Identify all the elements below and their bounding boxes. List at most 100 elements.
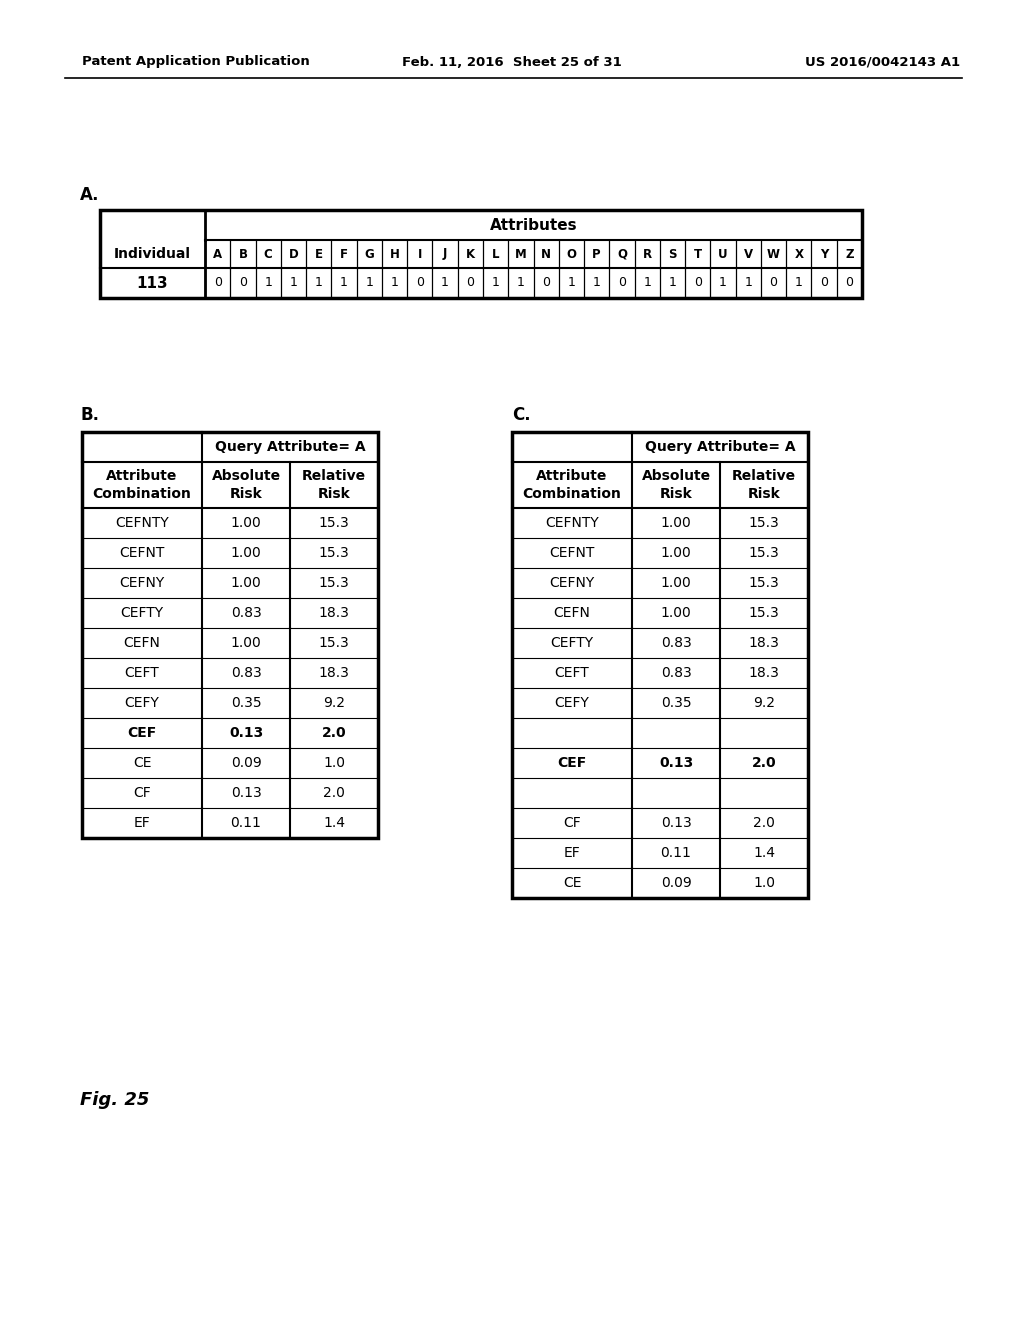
Text: 1: 1 — [795, 276, 803, 289]
Text: 1: 1 — [744, 276, 753, 289]
Text: Attribute
Combination: Attribute Combination — [522, 470, 622, 500]
Text: 0: 0 — [416, 276, 424, 289]
Text: K: K — [466, 248, 475, 260]
Text: T: T — [693, 248, 701, 260]
Text: 0: 0 — [770, 276, 777, 289]
Text: EF: EF — [563, 846, 581, 861]
Text: 1: 1 — [719, 276, 727, 289]
Text: 0.13: 0.13 — [229, 726, 263, 741]
Text: CEFY: CEFY — [555, 696, 590, 710]
Text: B.: B. — [80, 407, 99, 424]
Text: CEFTY: CEFTY — [551, 636, 594, 649]
Text: Query Attribute= A: Query Attribute= A — [215, 440, 366, 454]
Text: 18.3: 18.3 — [318, 667, 349, 680]
Text: O: O — [566, 248, 577, 260]
Text: 0.09: 0.09 — [230, 756, 261, 770]
Text: L: L — [492, 248, 500, 260]
Text: D: D — [289, 248, 298, 260]
Text: CEFNY: CEFNY — [120, 576, 165, 590]
Text: 0.13: 0.13 — [230, 785, 261, 800]
Text: E: E — [314, 248, 323, 260]
Text: 1.00: 1.00 — [660, 516, 691, 531]
Text: 0.13: 0.13 — [660, 816, 691, 830]
Text: 1: 1 — [643, 276, 651, 289]
Text: 1: 1 — [264, 276, 272, 289]
Text: 9.2: 9.2 — [323, 696, 345, 710]
Text: B: B — [239, 248, 248, 260]
Text: C: C — [264, 248, 272, 260]
Text: J: J — [442, 248, 447, 260]
Text: R: R — [643, 248, 651, 260]
Text: CEF: CEF — [127, 726, 157, 741]
Text: Z: Z — [845, 248, 854, 260]
Text: 0.83: 0.83 — [660, 636, 691, 649]
Text: C.: C. — [512, 407, 530, 424]
Text: Q: Q — [616, 248, 627, 260]
Text: 1: 1 — [390, 276, 398, 289]
Text: 1: 1 — [441, 276, 449, 289]
Text: CEFNT: CEFNT — [549, 546, 595, 560]
Text: Absolute
Risk: Absolute Risk — [211, 470, 281, 500]
Text: CEFNT: CEFNT — [120, 546, 165, 560]
Text: 0: 0 — [466, 276, 474, 289]
Text: CEFT: CEFT — [125, 667, 160, 680]
Text: G: G — [365, 248, 374, 260]
Text: V: V — [743, 248, 753, 260]
Text: 1.00: 1.00 — [660, 546, 691, 560]
Text: H: H — [389, 248, 399, 260]
Text: US 2016/0042143 A1: US 2016/0042143 A1 — [805, 55, 961, 69]
Text: 1: 1 — [593, 276, 601, 289]
Text: S: S — [669, 248, 677, 260]
Text: Attributes: Attributes — [489, 218, 578, 232]
Text: 0.09: 0.09 — [660, 876, 691, 890]
Text: Fig. 25: Fig. 25 — [80, 1092, 150, 1109]
Text: 1: 1 — [340, 276, 348, 289]
Text: U: U — [718, 248, 728, 260]
Text: 0: 0 — [214, 276, 221, 289]
Text: F: F — [340, 248, 348, 260]
Text: 0.83: 0.83 — [660, 667, 691, 680]
Text: P: P — [592, 248, 601, 260]
Text: 0: 0 — [542, 276, 550, 289]
Text: Attribute
Combination: Attribute Combination — [92, 470, 191, 500]
Text: CF: CF — [133, 785, 151, 800]
Text: Relative
Risk: Relative Risk — [302, 470, 366, 500]
Text: 1.00: 1.00 — [660, 576, 691, 590]
Text: 15.3: 15.3 — [318, 636, 349, 649]
Text: 0.83: 0.83 — [230, 606, 261, 620]
Text: CF: CF — [563, 816, 581, 830]
Text: I: I — [418, 248, 422, 260]
Text: CE: CE — [563, 876, 582, 890]
Text: M: M — [515, 248, 526, 260]
Text: Relative
Risk: Relative Risk — [732, 470, 796, 500]
Text: CEFN: CEFN — [554, 606, 591, 620]
Text: 15.3: 15.3 — [318, 546, 349, 560]
Text: 113: 113 — [136, 276, 168, 290]
Text: 0.13: 0.13 — [658, 756, 693, 770]
Text: 1: 1 — [290, 276, 297, 289]
Text: 1: 1 — [517, 276, 525, 289]
Text: 1: 1 — [314, 276, 323, 289]
Text: 2.0: 2.0 — [752, 756, 776, 770]
Text: 18.3: 18.3 — [749, 636, 779, 649]
Text: 0: 0 — [693, 276, 701, 289]
Text: 1.00: 1.00 — [660, 606, 691, 620]
Text: CE: CE — [133, 756, 152, 770]
Text: 0: 0 — [820, 276, 828, 289]
Text: 0.11: 0.11 — [230, 816, 261, 830]
Text: 1.00: 1.00 — [230, 576, 261, 590]
Text: 1.0: 1.0 — [323, 756, 345, 770]
Text: 15.3: 15.3 — [749, 546, 779, 560]
Text: W: W — [767, 248, 780, 260]
Text: 1: 1 — [567, 276, 575, 289]
Text: A.: A. — [80, 186, 99, 205]
Bar — [512, 432, 808, 898]
Text: CEFT: CEFT — [555, 667, 590, 680]
Text: 1.00: 1.00 — [230, 516, 261, 531]
Text: CEFN: CEFN — [124, 636, 161, 649]
Text: 15.3: 15.3 — [749, 606, 779, 620]
Text: 0.35: 0.35 — [230, 696, 261, 710]
Bar — [82, 432, 378, 838]
Text: 1.4: 1.4 — [753, 846, 775, 861]
Text: 0: 0 — [617, 276, 626, 289]
